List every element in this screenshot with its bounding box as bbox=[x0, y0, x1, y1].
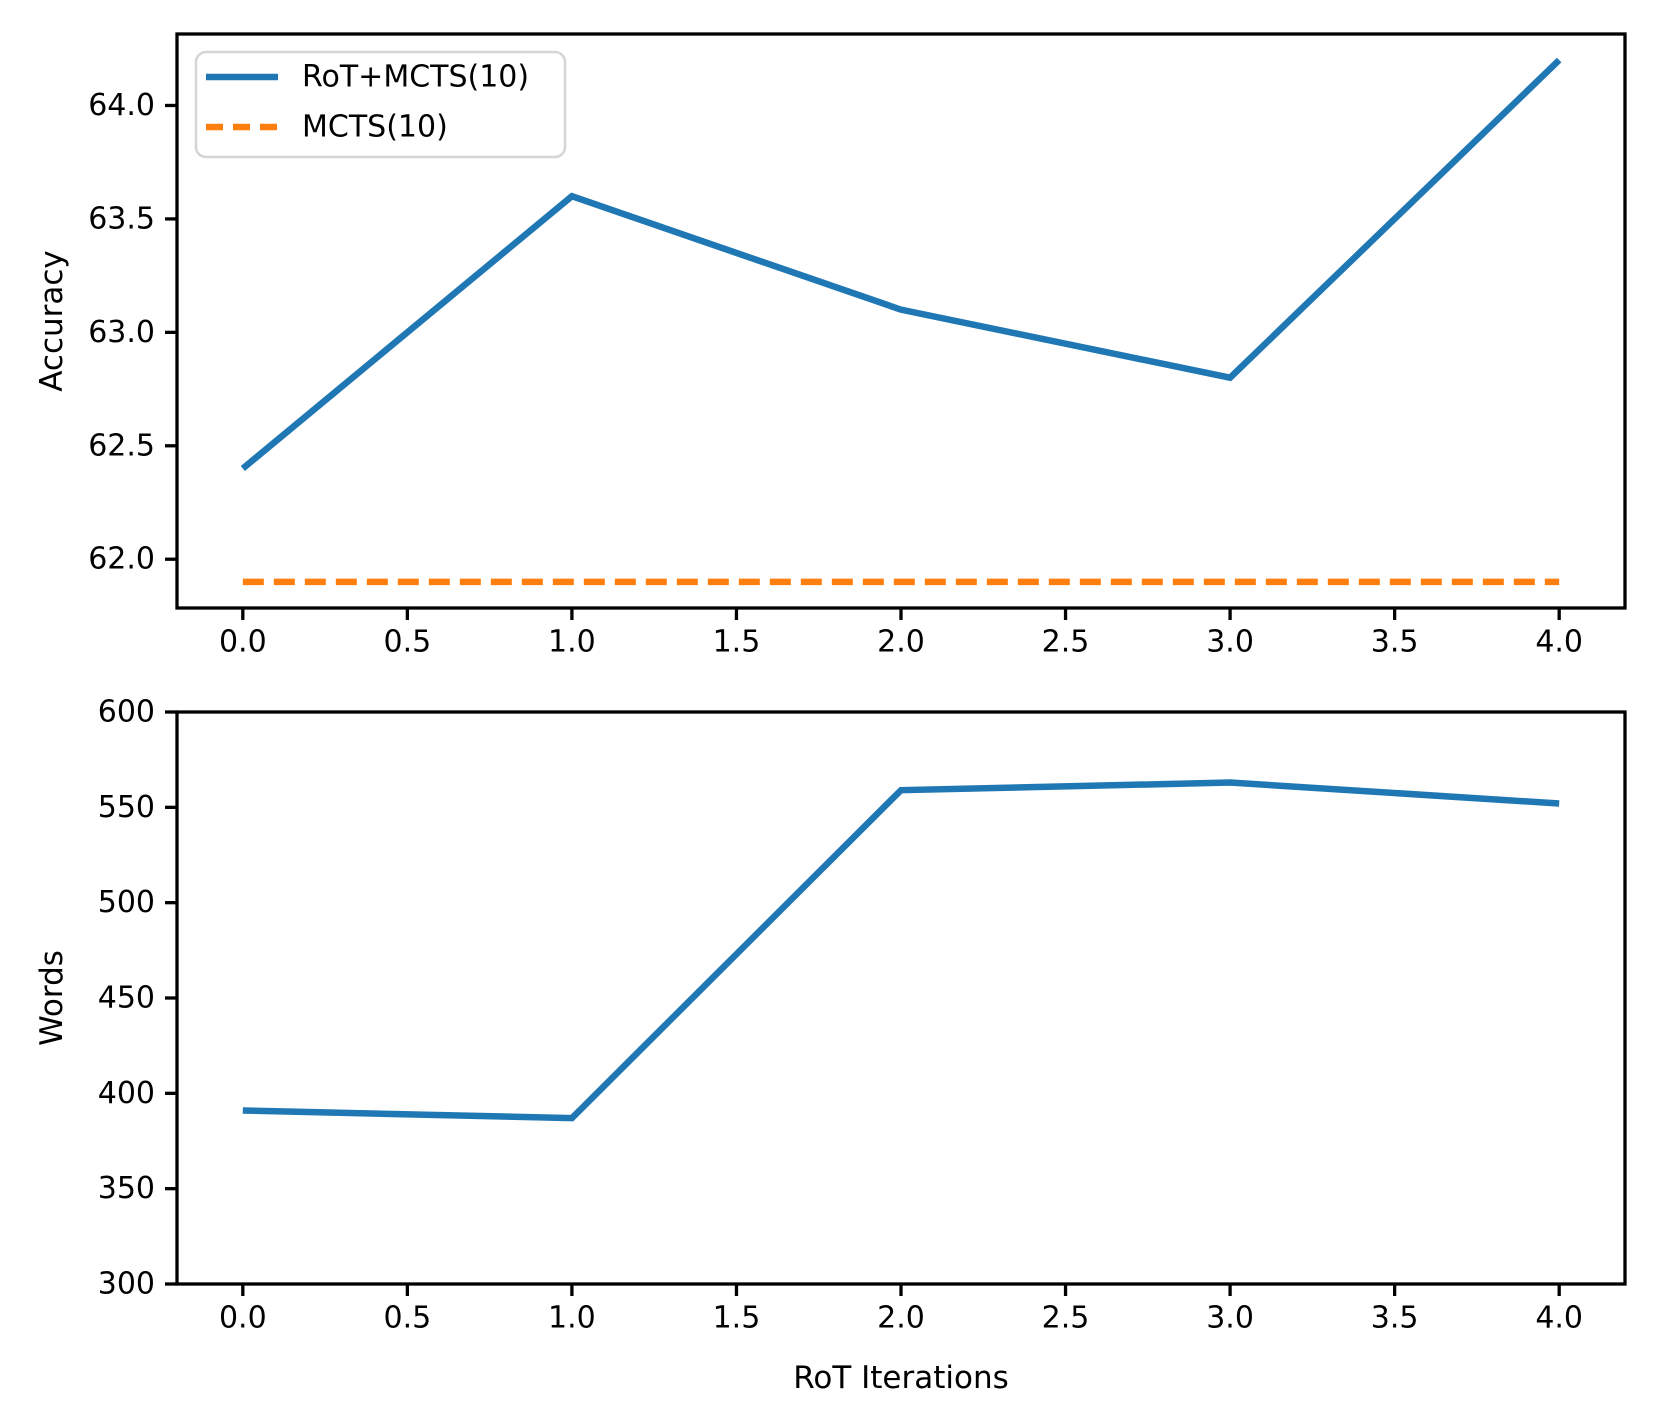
x-tick-label: 1.0 bbox=[548, 625, 596, 660]
series-line-0 bbox=[242, 779, 1560, 1122]
x-tick-label: 0.5 bbox=[384, 625, 432, 660]
subplot-words: 0.0 0.5 1.0 1.5 2.0 2.5 3.0 3.5 4.0 300 350 400 450 5… bbox=[34, 695, 1627, 1396]
y-tick-label: 600 bbox=[98, 695, 155, 730]
y-tick-label: 64.0 bbox=[88, 88, 155, 123]
y-tick-label: 62.5 bbox=[88, 428, 155, 463]
axes-box bbox=[175, 710, 1627, 1286]
y-axis-label: Accuracy bbox=[34, 250, 70, 392]
y-axis-label: Words bbox=[34, 950, 70, 1046]
y-tick-label: 300 bbox=[98, 1267, 155, 1302]
x-tick-label: 3.0 bbox=[1206, 1301, 1254, 1336]
series-line-0 bbox=[240, 57, 1562, 471]
x-axis-label: RoT Iterations bbox=[793, 1360, 1009, 1396]
x-tick-label: 2.5 bbox=[1042, 1301, 1090, 1336]
legend-entry-label-0: RoT+MCTS(10) bbox=[302, 60, 529, 95]
subplot-accuracy: 0.0 0.5 1.0 1.5 2.0 2.5 3.0 3.5 4.0 62.0 62.5 63.0 6… bbox=[34, 32, 1627, 660]
x-tick-label: 4.0 bbox=[1535, 1301, 1583, 1336]
x-tick-label: 2.0 bbox=[877, 625, 925, 660]
x-tick-label: 1.5 bbox=[713, 1301, 761, 1336]
y-tick-label: 350 bbox=[98, 1171, 155, 1206]
y-tick-label: 63.5 bbox=[88, 201, 155, 236]
x-tick-label: 0.0 bbox=[219, 1301, 267, 1336]
legend-entry-label-1: MCTS(10) bbox=[302, 110, 448, 145]
y-tick-label: 62.0 bbox=[88, 542, 155, 577]
legend-box bbox=[194, 50, 567, 159]
x-tick-label: 0.0 bbox=[219, 625, 267, 660]
x-tick-label: 0.5 bbox=[384, 1301, 432, 1336]
x-tick-label: 3.0 bbox=[1206, 625, 1254, 660]
x-tick-label: 1.5 bbox=[713, 625, 761, 660]
x-tick-label: 1.0 bbox=[548, 1301, 596, 1336]
y-tick-label: 450 bbox=[98, 981, 155, 1016]
x-tick-label: 2.0 bbox=[877, 1301, 925, 1336]
x-tick-label: 4.0 bbox=[1535, 625, 1583, 660]
y-tick-label: 550 bbox=[98, 790, 155, 825]
x-tick-label: 2.5 bbox=[1042, 625, 1090, 660]
y-tick-label: 500 bbox=[98, 885, 155, 920]
x-tick-label: 3.5 bbox=[1371, 625, 1419, 660]
y-tick-label: 63.0 bbox=[88, 315, 155, 350]
legend: RoT+MCTS(10) MCTS(10) bbox=[194, 50, 567, 159]
y-tick-label: 400 bbox=[98, 1076, 155, 1111]
x-tick-label: 3.5 bbox=[1371, 1301, 1419, 1336]
